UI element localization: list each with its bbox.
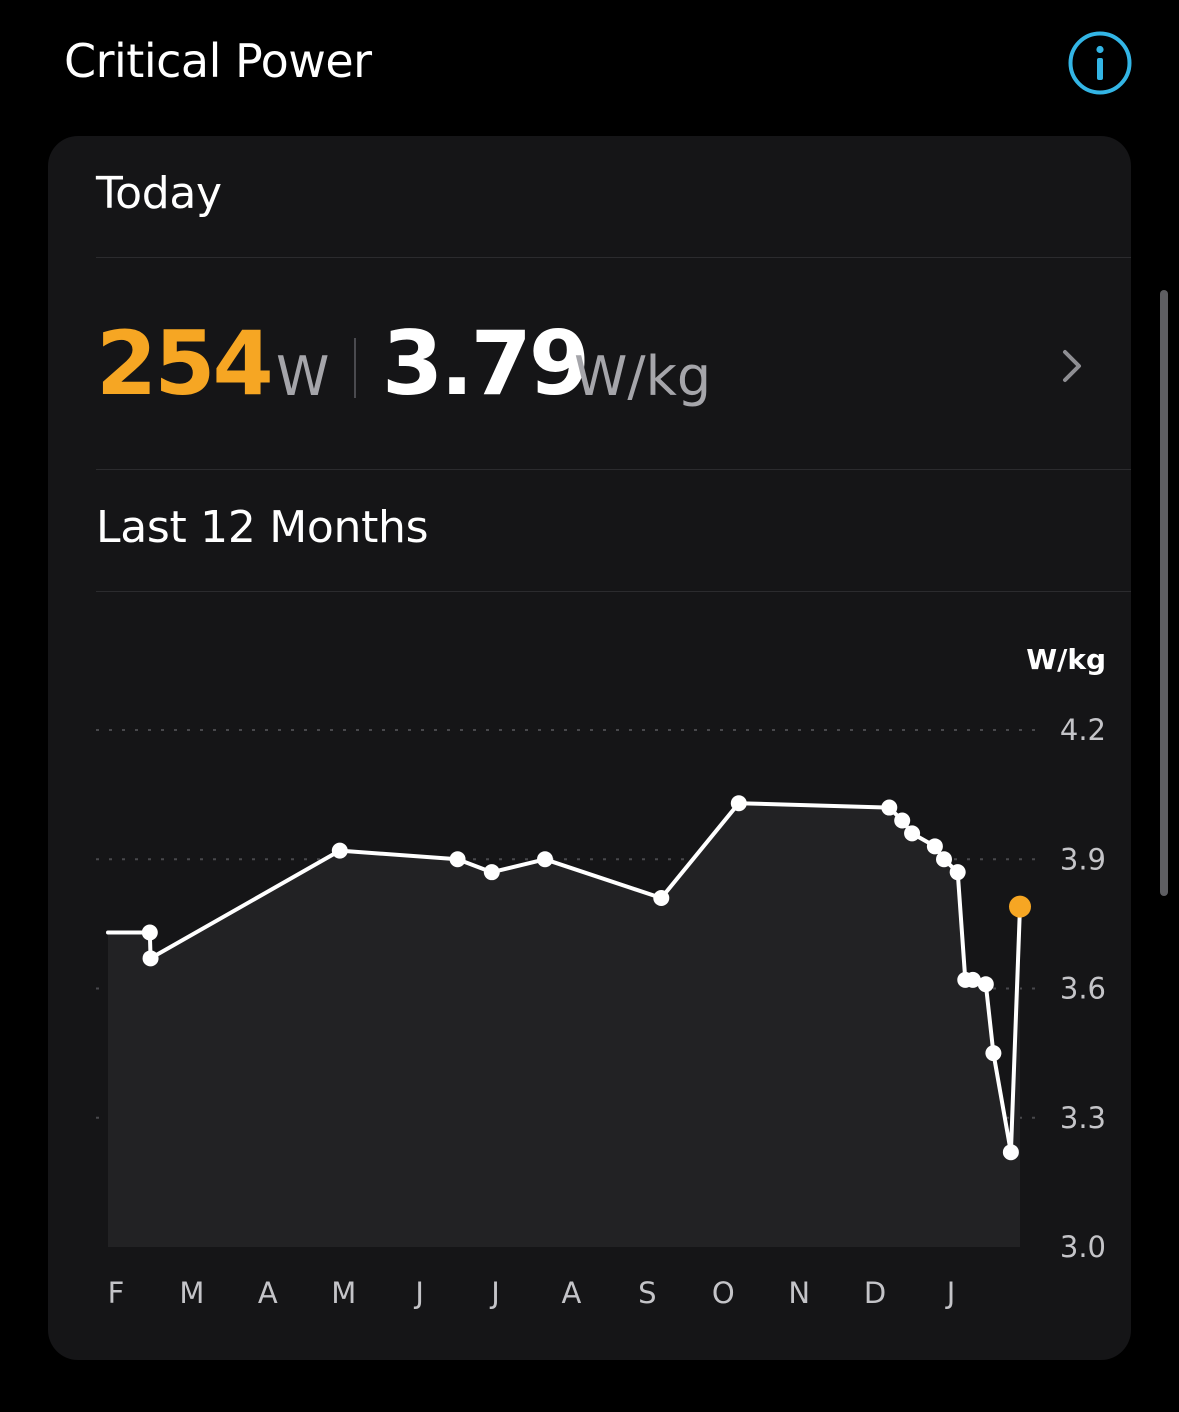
data-point-marker[interactable] [977, 976, 994, 993]
critical-power-card: Today 254 W 3.79 W/kg Last 12 Months 4.2… [48, 136, 1131, 1360]
x-tick-label: J [945, 1276, 956, 1310]
data-point-marker[interactable] [1002, 1144, 1019, 1161]
today-metrics-row[interactable]: 254 W 3.79 W/kg [48, 258, 1131, 470]
page-title: Critical Power [64, 34, 372, 88]
x-tick-label: J [413, 1276, 424, 1310]
y-tick-label: 3.9 [1060, 842, 1106, 876]
current-point-marker[interactable] [1009, 895, 1031, 918]
y-tick-label: 4.2 [1060, 713, 1106, 747]
data-point-marker[interactable] [985, 1045, 1002, 1062]
data-point-marker[interactable] [881, 799, 898, 816]
y-tick-label: 3.3 [1060, 1101, 1106, 1135]
data-point-marker[interactable] [949, 864, 966, 881]
y-tick-label: 3.6 [1060, 972, 1106, 1006]
data-point-marker[interactable] [904, 825, 921, 842]
x-tick-label: N [788, 1276, 810, 1310]
chevron-right-icon [1063, 350, 1081, 382]
chart-area-fill [108, 803, 1020, 1247]
data-point-marker[interactable] [653, 890, 670, 907]
watts-value: 254 [96, 312, 274, 415]
data-point-marker[interactable] [141, 924, 158, 941]
info-circle-icon [1068, 31, 1132, 95]
divider [96, 591, 1131, 592]
today-label: Today [96, 168, 222, 219]
x-tick-label: S [638, 1276, 656, 1310]
divider [96, 469, 1131, 470]
x-tick-label: J [489, 1276, 500, 1310]
x-tick-label: A [258, 1276, 278, 1310]
data-point-marker[interactable] [537, 851, 553, 868]
divider [96, 257, 1131, 258]
data-point-marker[interactable] [964, 971, 981, 988]
data-point-marker[interactable] [331, 842, 348, 859]
data-point-marker[interactable] [894, 812, 911, 829]
wkg-value: 3.79 [382, 312, 590, 415]
y-axis-label: W/kg [1026, 643, 1106, 676]
data-point-marker[interactable] [730, 795, 747, 812]
y-tick-label: 3.0 [1060, 1230, 1106, 1264]
x-tick-label: M [331, 1276, 356, 1310]
wkg-line-chart: 4.2 3.9 3.6 3.3 3.0 F M A M J J A S O N D J W/kg [96, 643, 1106, 1310]
data-point-marker[interactable] [926, 838, 943, 855]
info-button[interactable] [1068, 31, 1132, 95]
x-tick-label: A [562, 1276, 582, 1310]
data-point-marker[interactable] [936, 851, 952, 868]
metric-separator [354, 338, 356, 398]
data-point-marker[interactable] [483, 864, 500, 881]
scrollbar[interactable] [1160, 290, 1168, 896]
x-tick-label: M [179, 1276, 204, 1310]
x-tick-label: F [108, 1276, 125, 1310]
history-label: Last 12 Months [96, 502, 429, 553]
x-tick-label: O [712, 1276, 735, 1310]
watts-unit: W [276, 345, 330, 408]
data-point-marker[interactable] [142, 950, 159, 967]
wkg-unit: W/kg [574, 345, 712, 408]
x-tick-label: D [864, 1276, 886, 1310]
data-point-marker[interactable] [449, 851, 466, 868]
